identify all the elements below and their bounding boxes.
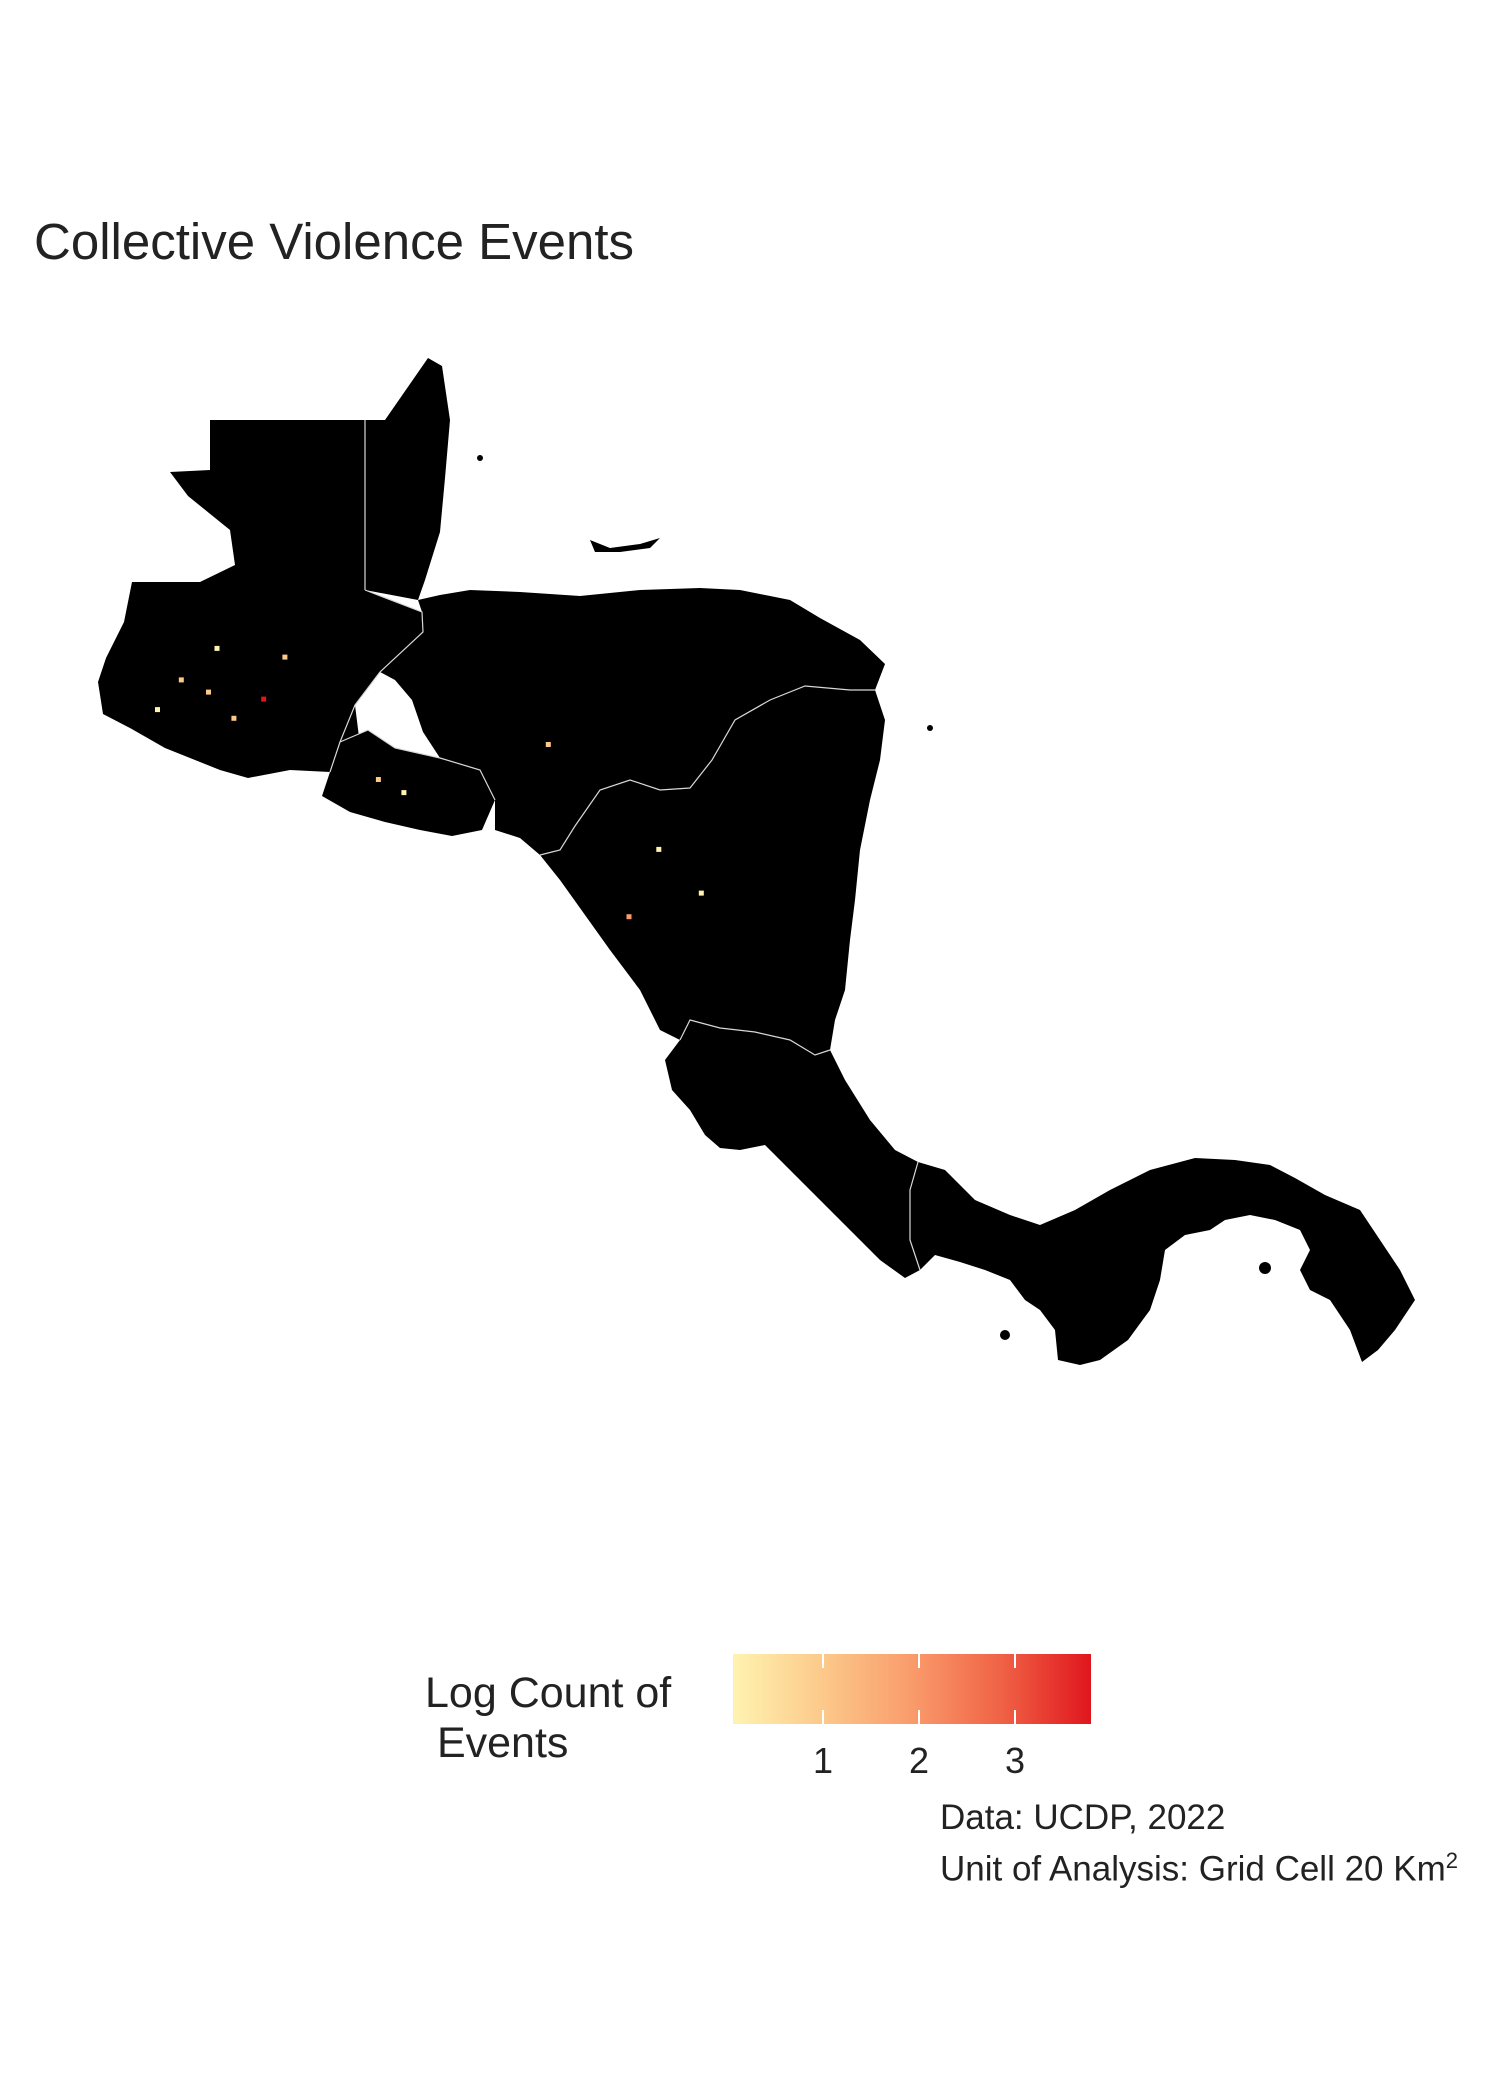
country-costa-rica [665, 1020, 920, 1278]
legend-tick-2-bottom [918, 1710, 920, 1724]
event-cells [155, 645, 704, 920]
legend-title: Log Count of Events [425, 1668, 671, 1768]
country-nicaragua [540, 686, 885, 1055]
country-guatemala [98, 420, 423, 778]
island-small-4 [477, 455, 483, 461]
legend-title-line2: Events [425, 1719, 569, 1767]
landmass [98, 358, 1415, 1365]
event-cell-3 [206, 689, 211, 695]
country-el-salvador [322, 730, 495, 836]
island-small-5 [927, 725, 933, 731]
border-sv-hn [339, 729, 496, 801]
legend-label-2: 2 [908, 1740, 930, 1781]
island-bay-islands [590, 538, 660, 552]
legend-label-3: 3 [1004, 1740, 1026, 1781]
event-cell-7 [375, 777, 381, 782]
event-cell-6 [282, 654, 288, 660]
legend-color-bar [733, 1654, 1091, 1724]
caption-source: Data: UCDP, 2022 [940, 1798, 1226, 1837]
event-cell-8 [401, 790, 407, 796]
border-ni-cr [679, 1019, 831, 1056]
legend-title-line1: Log Count of [425, 1669, 672, 1717]
event-cell-10 [626, 914, 632, 920]
caption-unit: Unit of Analysis: Grid Cell 20 Km2 [940, 1839, 1458, 1891]
event-cell-2 [155, 707, 160, 713]
legend-label-1: 1 [812, 1740, 834, 1781]
country-panama [910, 1158, 1415, 1365]
country-belize [365, 358, 450, 600]
caption-unit-superscript: 2 [1445, 1848, 1458, 1873]
caption-unit-text: Unit of Analysis: Grid Cell 20 Km [940, 1849, 1446, 1889]
country-borders [329, 420, 921, 1271]
border-gt-hn [364, 589, 424, 673]
legend-tick-3-top [1014, 1654, 1016, 1668]
event-cell-5 [214, 645, 220, 651]
legend-tick-1-top [822, 1654, 824, 1668]
caption: Data: UCDP, 2022 Unit of Analysis: Grid … [940, 1796, 1458, 1891]
event-cell-11 [656, 846, 662, 852]
event-cell-0 [261, 696, 267, 702]
map-title: Collective Violence Events [34, 213, 635, 270]
border-cr-pa [909, 1161, 921, 1271]
country-honduras [380, 588, 885, 855]
event-cell-9 [545, 742, 551, 747]
island-small-3 [1000, 1330, 1010, 1340]
event-cell-1 [178, 677, 184, 683]
border-hn-ni [539, 685, 875, 856]
event-cell-4 [231, 715, 237, 721]
legend-tick-2-top [918, 1654, 920, 1668]
island-small-2 [1259, 1262, 1271, 1274]
event-cell-12 [698, 890, 704, 896]
legend-tick-3-bottom [1014, 1710, 1016, 1724]
legend-tick-1-bottom [822, 1710, 824, 1724]
border-gt-sv [329, 671, 381, 773]
